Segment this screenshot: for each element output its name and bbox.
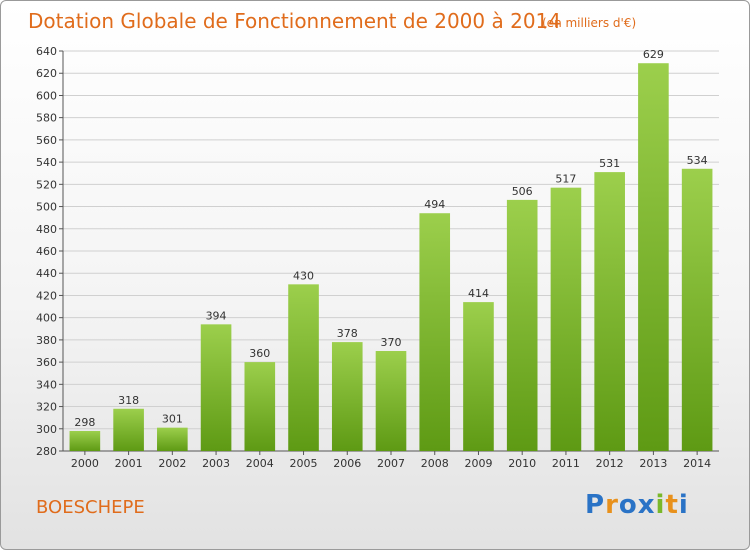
bar-2010 [506, 199, 538, 451]
data-label-2013: 629 [643, 48, 664, 61]
logo-letter: x [637, 490, 656, 520]
y-tick-label: 280 [36, 445, 57, 458]
bar-2007 [375, 351, 407, 451]
x-tick-label-2010: 2010 [508, 457, 536, 470]
chart-title: Dotation Globale de Fonctionnement de 20… [28, 9, 561, 33]
x-tick-label-2009: 2009 [464, 457, 492, 470]
x-tick-label-2001: 2001 [115, 457, 143, 470]
y-tick-label: 520 [36, 178, 57, 191]
bar-2009 [463, 302, 494, 451]
data-label-2001: 318 [118, 394, 139, 407]
data-label-2008: 494 [424, 198, 445, 211]
bar-2006 [331, 342, 363, 451]
y-tick-label: 460 [36, 245, 57, 258]
x-tick-label-2004: 2004 [246, 457, 274, 470]
bar-2001 [113, 408, 144, 451]
x-tick-label-2000: 2000 [71, 457, 99, 470]
bar-2004 [244, 362, 276, 451]
bar-2008 [419, 213, 451, 451]
y-tick-label: 600 [36, 89, 57, 102]
axes: 280 300 320 340 360 380 400 420 440 460 480 500 520 5… [36, 45, 719, 458]
x-tick-label-2013: 2013 [639, 457, 667, 470]
y-tick-label: 400 [36, 312, 57, 325]
logo-letter: i [655, 490, 666, 520]
logo-letter: P [585, 490, 606, 520]
data-label-2011: 517 [555, 173, 576, 186]
y-tick-label: 300 [36, 423, 57, 436]
y-tick-label: 320 [36, 401, 57, 414]
bar-2003 [200, 324, 232, 451]
y-tick-label: 540 [36, 156, 57, 169]
bar-2002 [157, 427, 188, 451]
data-label-2002: 301 [162, 413, 183, 426]
x-tick-label-2002: 2002 [158, 457, 186, 470]
bar-2014 [681, 168, 713, 451]
chart-subtitle: (en milliers d'€) [542, 16, 637, 30]
y-tick-label: 500 [36, 201, 57, 214]
x-tick-label-2007: 2007 [377, 457, 405, 470]
logo-letter: t [665, 490, 679, 520]
bar-2005 [288, 284, 319, 451]
x-tick-label-2012: 2012 [596, 457, 624, 470]
y-tick-label: 360 [36, 356, 57, 369]
labels: 298 2000 318 2001 301 2002 394 2003 360 2004 430 20… [71, 48, 711, 470]
x-tick-label-2008: 2008 [421, 457, 449, 470]
logo-letter: r [605, 490, 619, 520]
data-label-2006: 378 [337, 327, 358, 340]
commune-name: BOESCHEPE [36, 497, 145, 518]
data-label-2014: 534 [687, 154, 708, 167]
data-label-2005: 430 [293, 269, 314, 282]
data-label-2003: 394 [206, 309, 227, 322]
y-tick-label: 580 [36, 112, 57, 125]
bar-2000 [69, 431, 101, 451]
y-tick-label: 620 [36, 67, 57, 80]
logo-letter: o [618, 490, 638, 520]
x-tick-label-2014: 2014 [683, 457, 711, 470]
x-tick-label-2011: 2011 [552, 457, 580, 470]
y-tick-label: 560 [36, 134, 57, 147]
bar-2013 [638, 63, 669, 451]
logo-letter: i [678, 490, 689, 520]
data-label-2007: 370 [381, 336, 402, 349]
data-label-2010: 506 [512, 185, 533, 198]
x-tick-label-2005: 2005 [290, 457, 318, 470]
y-tick-label: 480 [36, 223, 57, 236]
y-tick-label: 640 [36, 45, 57, 58]
data-label-2000: 298 [74, 416, 95, 429]
bar-2012 [594, 172, 625, 451]
y-tick-label: 380 [36, 334, 57, 347]
bar-2011 [550, 187, 582, 451]
data-label-2004: 360 [249, 347, 270, 360]
x-tick-label-2003: 2003 [202, 457, 230, 470]
data-label-2009: 414 [468, 287, 489, 300]
y-tick-label: 340 [36, 378, 57, 391]
x-tick-label-2006: 2006 [333, 457, 361, 470]
y-tick-label: 440 [36, 267, 57, 280]
proxiti-logo[interactable]: Proxiti [585, 490, 689, 520]
y-tick-label: 420 [36, 289, 57, 302]
bars [69, 63, 713, 451]
data-label-2012: 531 [599, 157, 620, 170]
